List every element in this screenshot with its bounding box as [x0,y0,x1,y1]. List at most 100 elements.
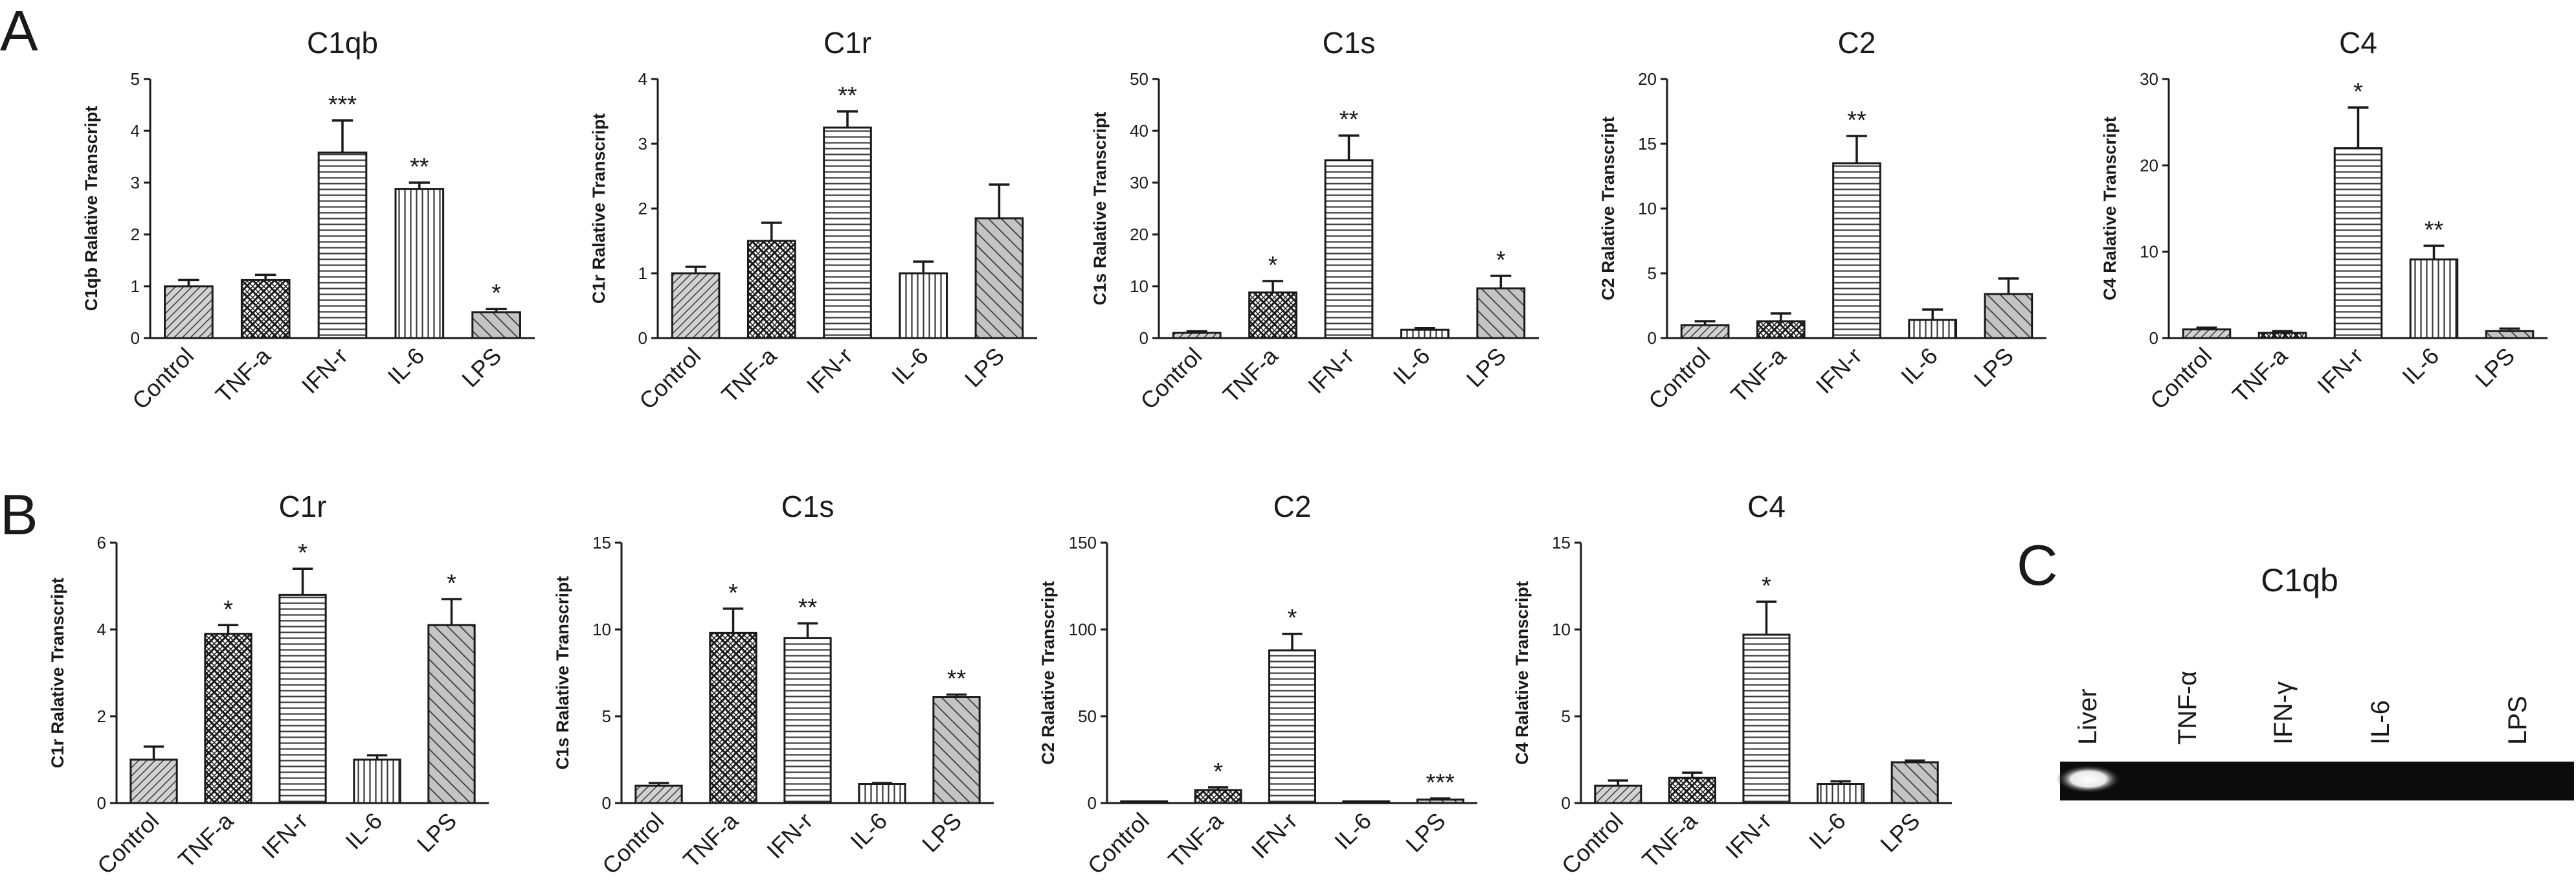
y-tick-label: 2 [97,707,106,726]
bar [823,126,872,339]
chart-6: C1s C1s Ralative Transcript 0 5 10 15 Control *… [553,490,994,879]
y-tick-label: 10 [1552,620,1571,639]
y-tick-label: 3 [638,134,647,153]
category-label: Control [1643,343,1715,414]
bar [471,311,521,339]
bar [858,783,906,804]
y-tick-label: 0 [1562,793,1571,813]
y-tick-label: 4 [131,121,140,141]
chart-0: C1qb C1qb Ralative Transcript 0 1 2 3 4 5 Contro… [82,26,535,414]
bar [1908,319,1958,339]
y-axis-label: C1r Ralative Transcript [589,113,609,304]
y-tick-label: 10 [592,620,611,639]
chart-title: C1r [278,490,326,523]
y-tick-label: 20 [1638,69,1657,89]
bar [1342,800,1391,804]
bar [974,217,1024,339]
significance-marker: *** [328,91,357,119]
bar [2333,147,2383,339]
category-label: TNF-a [2227,342,2293,408]
y-tick-label: 150 [1069,533,1097,552]
bar [899,272,948,339]
y-axis-label: C2 Ralative Transcript [1038,581,1058,765]
y-axis-label: C4 Ralative Transcript [1512,581,1532,765]
bar [240,278,291,339]
category-label: IFN-r [1720,808,1776,864]
category-label: IFN-r [297,343,353,399]
bar [129,758,178,804]
y-axis-label: C1r Ralative Transcript [48,578,67,768]
y-tick-label: 10 [2140,242,2158,262]
y-axis-label: C2 Ralative Transcript [1598,117,1618,300]
y-tick-label: 5 [1648,264,1657,283]
gel-lane-label: LPS [2503,696,2532,745]
bar [1248,291,1297,339]
bar [1984,293,2033,339]
gel-bands [2056,765,2121,793]
category-label: LPS [1461,343,1511,392]
gel-lane-label: Liver [2074,688,2102,745]
category-label: TNF-a [716,342,782,408]
bar [1890,761,1939,804]
chart-5: C1r C1r Ralative Transcript 0 2 4 6 Control * TN… [48,490,489,879]
chart-title: C1r [823,26,871,60]
bar [1594,784,1642,804]
y-tick-label: 50 [1130,69,1148,89]
y-tick-label: 30 [2140,69,2158,89]
chart-title: C4 [1747,490,1786,523]
bar [1742,633,1791,804]
significance-marker: * [447,570,456,597]
y-axis-label: C1s Ralative Transcript [1090,112,1110,306]
significance-marker: *** [1426,769,1455,797]
category-label: IFN-r [801,343,858,399]
bar [1120,800,1169,804]
y-tick-label: 40 [1130,121,1148,141]
category-label: IFN-r [2312,343,2368,399]
chart-3: C2 C2 Ralative Transcript 0 5 10 15 20 Control T… [1598,26,2046,414]
y-tick-label: 2 [638,199,647,218]
bar [1832,162,1881,339]
y-tick-label: 0 [97,793,106,813]
y-tick-label: 0 [1139,328,1148,348]
significance-marker: ** [2425,216,2444,244]
chart-title: C2 [1273,490,1312,523]
bar [2485,330,2535,339]
bar [1324,159,1374,339]
y-tick-label: 20 [2140,155,2158,175]
significance-marker: * [2353,78,2363,106]
category-label: IL-6 [383,343,430,390]
significance-marker: * [728,580,738,607]
category-label: Control [1556,808,1628,879]
y-tick-label: 15 [1552,533,1571,552]
y-tick-label: 0 [638,328,647,348]
category-label: IL-6 [886,343,934,390]
y-tick-label: 0 [1648,328,1657,348]
bar [353,758,401,804]
category-label: Control [2145,343,2217,414]
category-label: Control [1135,343,1207,414]
significance-marker: ** [1339,106,1359,133]
category-label: LPS [2470,343,2520,392]
y-tick-label: 5 [131,69,140,89]
significance-marker: * [1213,758,1223,786]
panel-letter-c: C [2017,533,2058,597]
significance-marker: * [298,539,308,567]
chart-title: C1s [1323,26,1376,60]
y-tick-label: 15 [592,533,611,552]
y-tick-label: 15 [1638,134,1657,153]
chart-2: C1s C1s Ralative Transcript 0 10 20 30 40 50 Con… [1090,26,1539,414]
chart-7: C2 C2 Ralative Transcript 0 50 100 150 Control… [1038,490,1477,879]
bar [278,593,327,804]
bar [634,784,683,804]
chart-title: C4 [2339,26,2377,60]
significance-marker: * [1268,252,1278,279]
y-tick-label: 0 [602,793,611,813]
category-label: TNF-a [1637,807,1703,873]
chart-title: C1qb [307,26,378,60]
bar [932,696,981,804]
category-label: IFN-r [1811,343,1867,399]
category-label: TNF-a [173,807,239,873]
category-label: IFN-r [1303,343,1359,399]
chart-title: C1s [781,490,834,523]
bar [1476,287,1526,339]
